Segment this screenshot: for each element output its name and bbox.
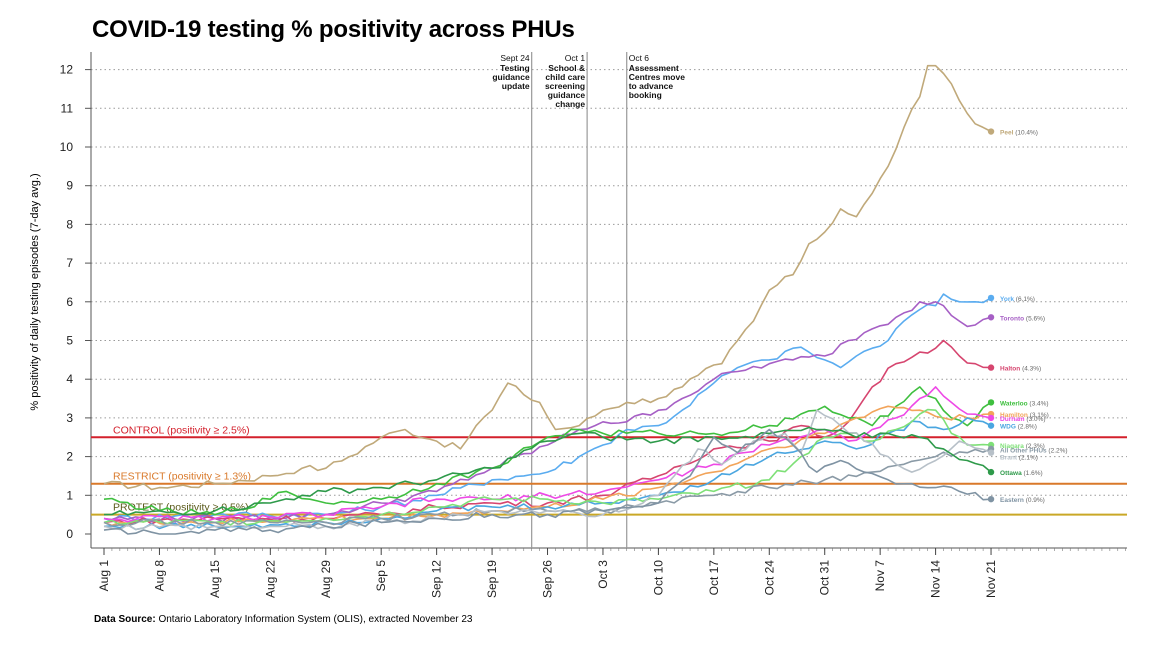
series-line-peel [103, 64, 992, 491]
series-line-ottawa [103, 426, 992, 516]
series-end-marker-ottawa [987, 468, 995, 476]
series-end-label-peel: Peel (10.4%) [1000, 130, 1038, 137]
series-end-marker-waterloo [987, 399, 995, 406]
series-line-niagara [103, 408, 992, 526]
x-tick-label: Nov 21 [984, 560, 998, 598]
annotation-date: Oct 6 [629, 53, 650, 63]
annotation-date: Sept 24 [500, 53, 530, 63]
x-tick-label: Nov 7 [873, 560, 887, 592]
y-tick-label: 0 [66, 527, 73, 541]
annotation-text: Centres move [629, 72, 685, 82]
y-tick-label: 2 [66, 450, 73, 464]
series-end-label-hamilton: Hamilton (3.1%) [1000, 412, 1049, 419]
series-end-marker-wdg [987, 422, 995, 429]
series-line-durham [103, 386, 992, 523]
y-tick-label: 6 [66, 295, 73, 309]
x-tick-label: Aug 22 [263, 560, 277, 598]
y-tick-label: 12 [60, 63, 74, 77]
y-tick-label: 10 [60, 140, 74, 154]
x-tick-label: Oct 24 [762, 560, 776, 596]
x-tick-label: Sep 26 [541, 560, 555, 598]
threshold-lines: CONTROL (positivity ≥ 2.5%) RESTRICT (pos… [91, 424, 1127, 516]
annotation-text: screening [545, 81, 585, 91]
annotation-text: to advance [629, 81, 674, 91]
source-text: Ontario Laboratory Information System (O… [155, 614, 473, 625]
x-tick-label: Sep 19 [485, 560, 499, 598]
series-end-label-brant: Brant (2.1%) [1000, 455, 1038, 462]
y-axis-label: % positivity of daily testing episodes (… [29, 173, 41, 410]
chart-title: COVID-19 testing % positivity across PHU… [92, 16, 575, 43]
x-tick-label: Aug 1 [97, 560, 111, 592]
y-tick-label: 8 [66, 217, 73, 231]
series-end-label-halton: Halton (4.3%) [1000, 366, 1041, 373]
x-tick-label: Aug 15 [208, 560, 222, 598]
series-end-label-wdg: WDG (2.8%) [1000, 424, 1037, 431]
x-tick-label: Oct 3 [596, 560, 610, 589]
series-end-marker-halton [987, 364, 995, 371]
source-note: Data Source: Ontario Laboratory Informat… [94, 614, 473, 625]
annotation-text: guidance [492, 72, 530, 82]
series-end-marker-eastern [987, 495, 995, 503]
series-end-marker-toronto [987, 314, 995, 321]
annotation-text: School & [548, 63, 585, 73]
y-tick-label: 11 [61, 101, 74, 115]
series-end-label-toronto: Toronto (5.6%) [1000, 315, 1045, 322]
annotation-date: Oct 1 [565, 53, 586, 63]
annotation-text: guidance [548, 90, 586, 100]
series-lines [103, 64, 992, 535]
series-end-label-waterloo: Waterloo (3.4%) [1000, 400, 1049, 407]
annotation-text: update [502, 81, 530, 91]
annotation-text: booking [629, 90, 662, 100]
x-tick-label: Oct 10 [651, 560, 665, 596]
y-tick-label: 3 [66, 411, 73, 425]
y-tick-label: 5 [66, 334, 73, 348]
series-end-label-durham: Durham (3.0%) [1000, 416, 1046, 423]
annotation-text: Testing [500, 63, 530, 73]
series-end-label-niagara: Niagara (2.3%) [1000, 443, 1045, 450]
x-tick-label: Oct 31 [818, 560, 832, 596]
x-tick-label: Oct 17 [707, 560, 721, 596]
x-tick-label: Sep 5 [374, 560, 388, 592]
threshold-label: RESTRICT (positivity ≥ 1.3%) [113, 471, 251, 483]
series-end-label-all-other-phus: All Other PHUs (2.2%) [1000, 448, 1068, 455]
y-tick-label: 7 [66, 256, 73, 270]
annotation-text: Assessment [629, 63, 679, 73]
source-label: Data Source: [94, 614, 156, 625]
threshold-label: CONTROL (positivity ≥ 2.5%) [113, 424, 250, 436]
series-line-waterloo [103, 386, 992, 516]
annotation-text: change [555, 99, 585, 109]
series-end-label-eastern: Eastern (0.9%) [1000, 497, 1045, 504]
series-end-marker-brant [987, 449, 995, 456]
x-tick-label: Sep 12 [430, 560, 444, 598]
series-line-toronto [103, 301, 992, 523]
x-tick-label: Nov 14 [929, 560, 943, 598]
series-end-labels: Peel (10.4%) York (6.1%) Toronto (5.6%) Hal… [987, 128, 1068, 504]
series-line-wdg [103, 417, 992, 531]
series-end-marker-durham [987, 414, 995, 422]
series-end-label-york: York (6.1%) [1000, 296, 1035, 303]
x-tick-label: Aug 8 [152, 560, 166, 592]
annotation-text: child care [545, 72, 585, 82]
series-end-marker-peel [987, 128, 995, 135]
y-tick-label: 4 [66, 372, 73, 386]
x-tick-label: Aug 29 [319, 560, 333, 598]
series-end-label-ottawa: Ottawa (1.6%) [1000, 470, 1043, 477]
series-end-marker-york [987, 294, 995, 302]
y-tick-label: 1 [66, 488, 73, 502]
series-line-eastern [103, 428, 992, 535]
y-tick-label: 9 [66, 179, 73, 193]
